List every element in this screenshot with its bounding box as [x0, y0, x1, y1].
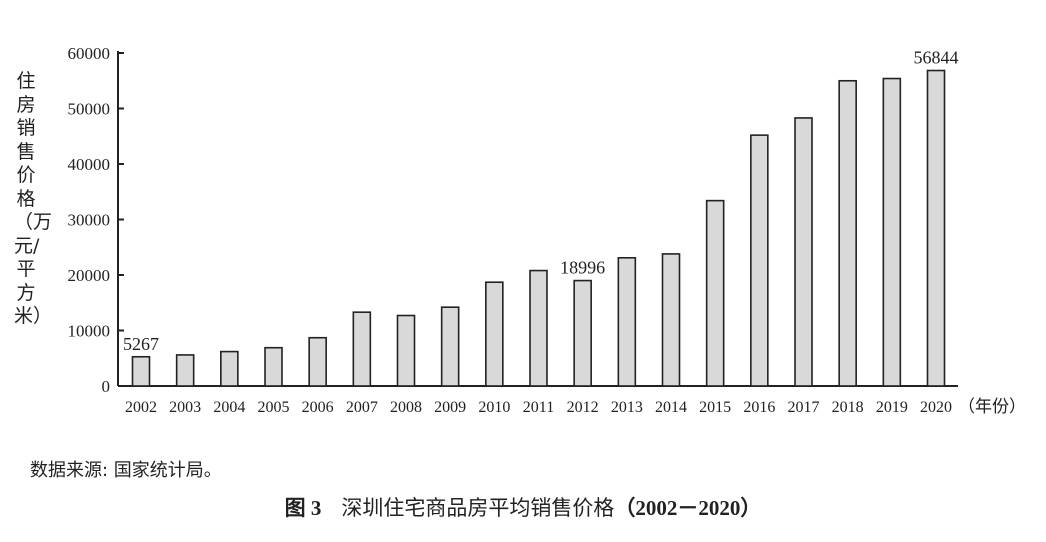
x-tick-label: 2017 — [788, 399, 820, 416]
bar-2005 — [264, 346, 283, 387]
bar-2019 — [882, 77, 902, 387]
y-tick-label: 50000 — [68, 100, 111, 119]
bar-2009 — [440, 306, 460, 387]
bar-2003 — [175, 354, 195, 387]
x-tick-label: 2013 — [611, 399, 643, 416]
bar-2012 — [573, 279, 592, 387]
x-tick-label: 2008 — [390, 399, 422, 416]
x-tick-label: 2009 — [434, 399, 466, 416]
data-label: 5267 — [123, 334, 159, 354]
y-axis-label: 住房销售价格（万元/平方米） — [14, 70, 53, 327]
x-tick-label: 2006 — [302, 399, 334, 416]
y-tick-label: 30000 — [68, 211, 111, 230]
x-tick-label: 2011 — [523, 399, 554, 416]
bar-2016 — [750, 134, 769, 387]
x-tick-label: 2007 — [346, 399, 378, 416]
x-tick-label: 2002 — [125, 399, 157, 416]
data-label: 18996 — [560, 258, 605, 278]
caption-text: 深圳住宅商品房平均销售价格 — [341, 496, 615, 520]
y-tick-label: 20000 — [68, 266, 111, 285]
y-tick-label: 60000 — [68, 44, 111, 63]
y-tick-label: 40000 — [68, 155, 111, 174]
bar-2014 — [661, 253, 681, 387]
caption-range: （2002－2020） — [614, 496, 762, 520]
figure-number: 图 3 — [284, 496, 322, 520]
bar-2013 — [617, 256, 637, 387]
bar-2018 — [838, 79, 857, 387]
bar-2010 — [485, 281, 504, 387]
x-axis-label: （年份） — [958, 397, 1026, 416]
bar-2011 — [529, 269, 548, 387]
x-tick-label: 2014 — [655, 399, 687, 416]
x-tick-label: 2019 — [876, 399, 908, 416]
bar-2020 — [926, 69, 946, 387]
x-tick-label: 2010 — [478, 399, 510, 416]
x-tick-label: 2015 — [699, 399, 731, 416]
x-tick-label: 2003 — [169, 399, 201, 416]
bar-2002 — [131, 355, 151, 387]
data-label: 56844 — [914, 48, 959, 68]
bar-2006 — [308, 336, 327, 387]
bar-2017 — [794, 117, 813, 387]
x-tick-label: 2016 — [743, 399, 775, 416]
y-tick-label: 10000 — [68, 322, 111, 341]
x-tick-label: 2005 — [258, 399, 290, 416]
x-tick-label: 2018 — [832, 399, 864, 416]
bar-2015 — [705, 199, 725, 387]
x-tick-label: 2020 — [920, 399, 952, 416]
bar-2004 — [220, 350, 239, 387]
x-tick-label: 2004 — [213, 399, 245, 416]
figure-caption: 图 3 深圳住宅商品房平均销售价格（2002－2020） — [0, 492, 1046, 522]
bar-2008 — [396, 314, 416, 387]
bar-2007 — [352, 311, 372, 387]
x-tick-label: 2012 — [567, 399, 599, 416]
y-tick-label: 0 — [102, 377, 111, 396]
data-source-note: 数据来源: 国家统计局。 — [30, 460, 222, 481]
